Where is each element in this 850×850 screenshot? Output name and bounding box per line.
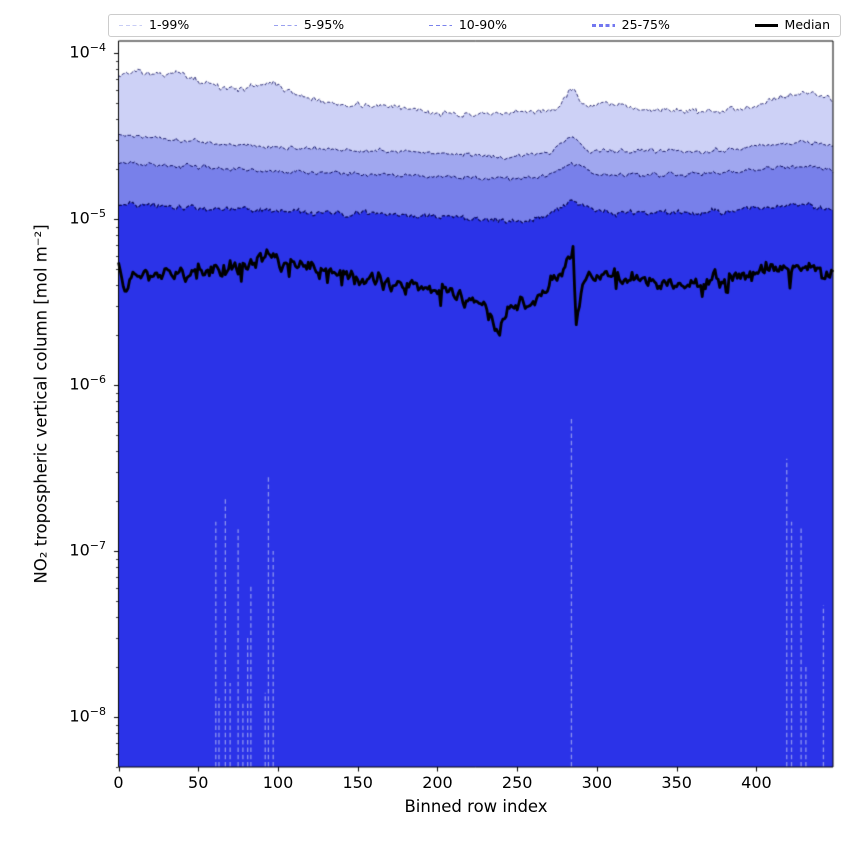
y-tick-label: 10−8	[69, 705, 106, 726]
y-tick-label: 10−6	[69, 373, 106, 394]
x-tick-label: 300	[581, 773, 613, 792]
x-tick-label: 400	[741, 773, 772, 792]
x-axis-title: Binned row index	[404, 797, 548, 816]
solid-line-swatch	[754, 24, 778, 27]
legend-label: 25-75%	[621, 17, 670, 33]
x-tick-label: 150	[342, 773, 373, 792]
legend-label: Median	[784, 17, 830, 33]
legend-item-10-90: 10-90%	[428, 17, 508, 33]
dashed-line-swatch	[428, 24, 452, 27]
y-tick-label: 10−5	[69, 207, 106, 228]
legend-item-1-99: 1-99%	[119, 19, 189, 32]
dashed-line-swatch	[273, 24, 297, 27]
y-tick-label: 10−7	[69, 539, 106, 560]
dashed-line-swatch	[591, 24, 615, 27]
x-tick-label: 50	[188, 773, 209, 792]
legend-label: 10-90%	[458, 17, 508, 33]
legend: 1-99% 5-95% 10-90% 25-75% Median	[108, 14, 841, 37]
legend-item-5-95: 5-95%	[273, 17, 345, 33]
legend-label: 5-95%	[303, 17, 345, 33]
x-tick-label: 100	[262, 773, 294, 792]
x-tick-label: 250	[501, 773, 533, 792]
x-tick-label: 0	[113, 773, 124, 792]
legend-label: 1-99%	[149, 17, 190, 33]
y-axis-title: NO₂ tropospheric vertical column [mol m⁻…	[31, 224, 51, 584]
legend-item-25-75: 25-75%	[591, 17, 670, 33]
legend-item-median: Median	[754, 17, 830, 33]
x-tick-label: 350	[661, 773, 692, 792]
y-tick-label: 10−4	[69, 41, 106, 62]
x-tick-label: 200	[422, 773, 453, 792]
dashed-line-swatch	[119, 25, 142, 26]
